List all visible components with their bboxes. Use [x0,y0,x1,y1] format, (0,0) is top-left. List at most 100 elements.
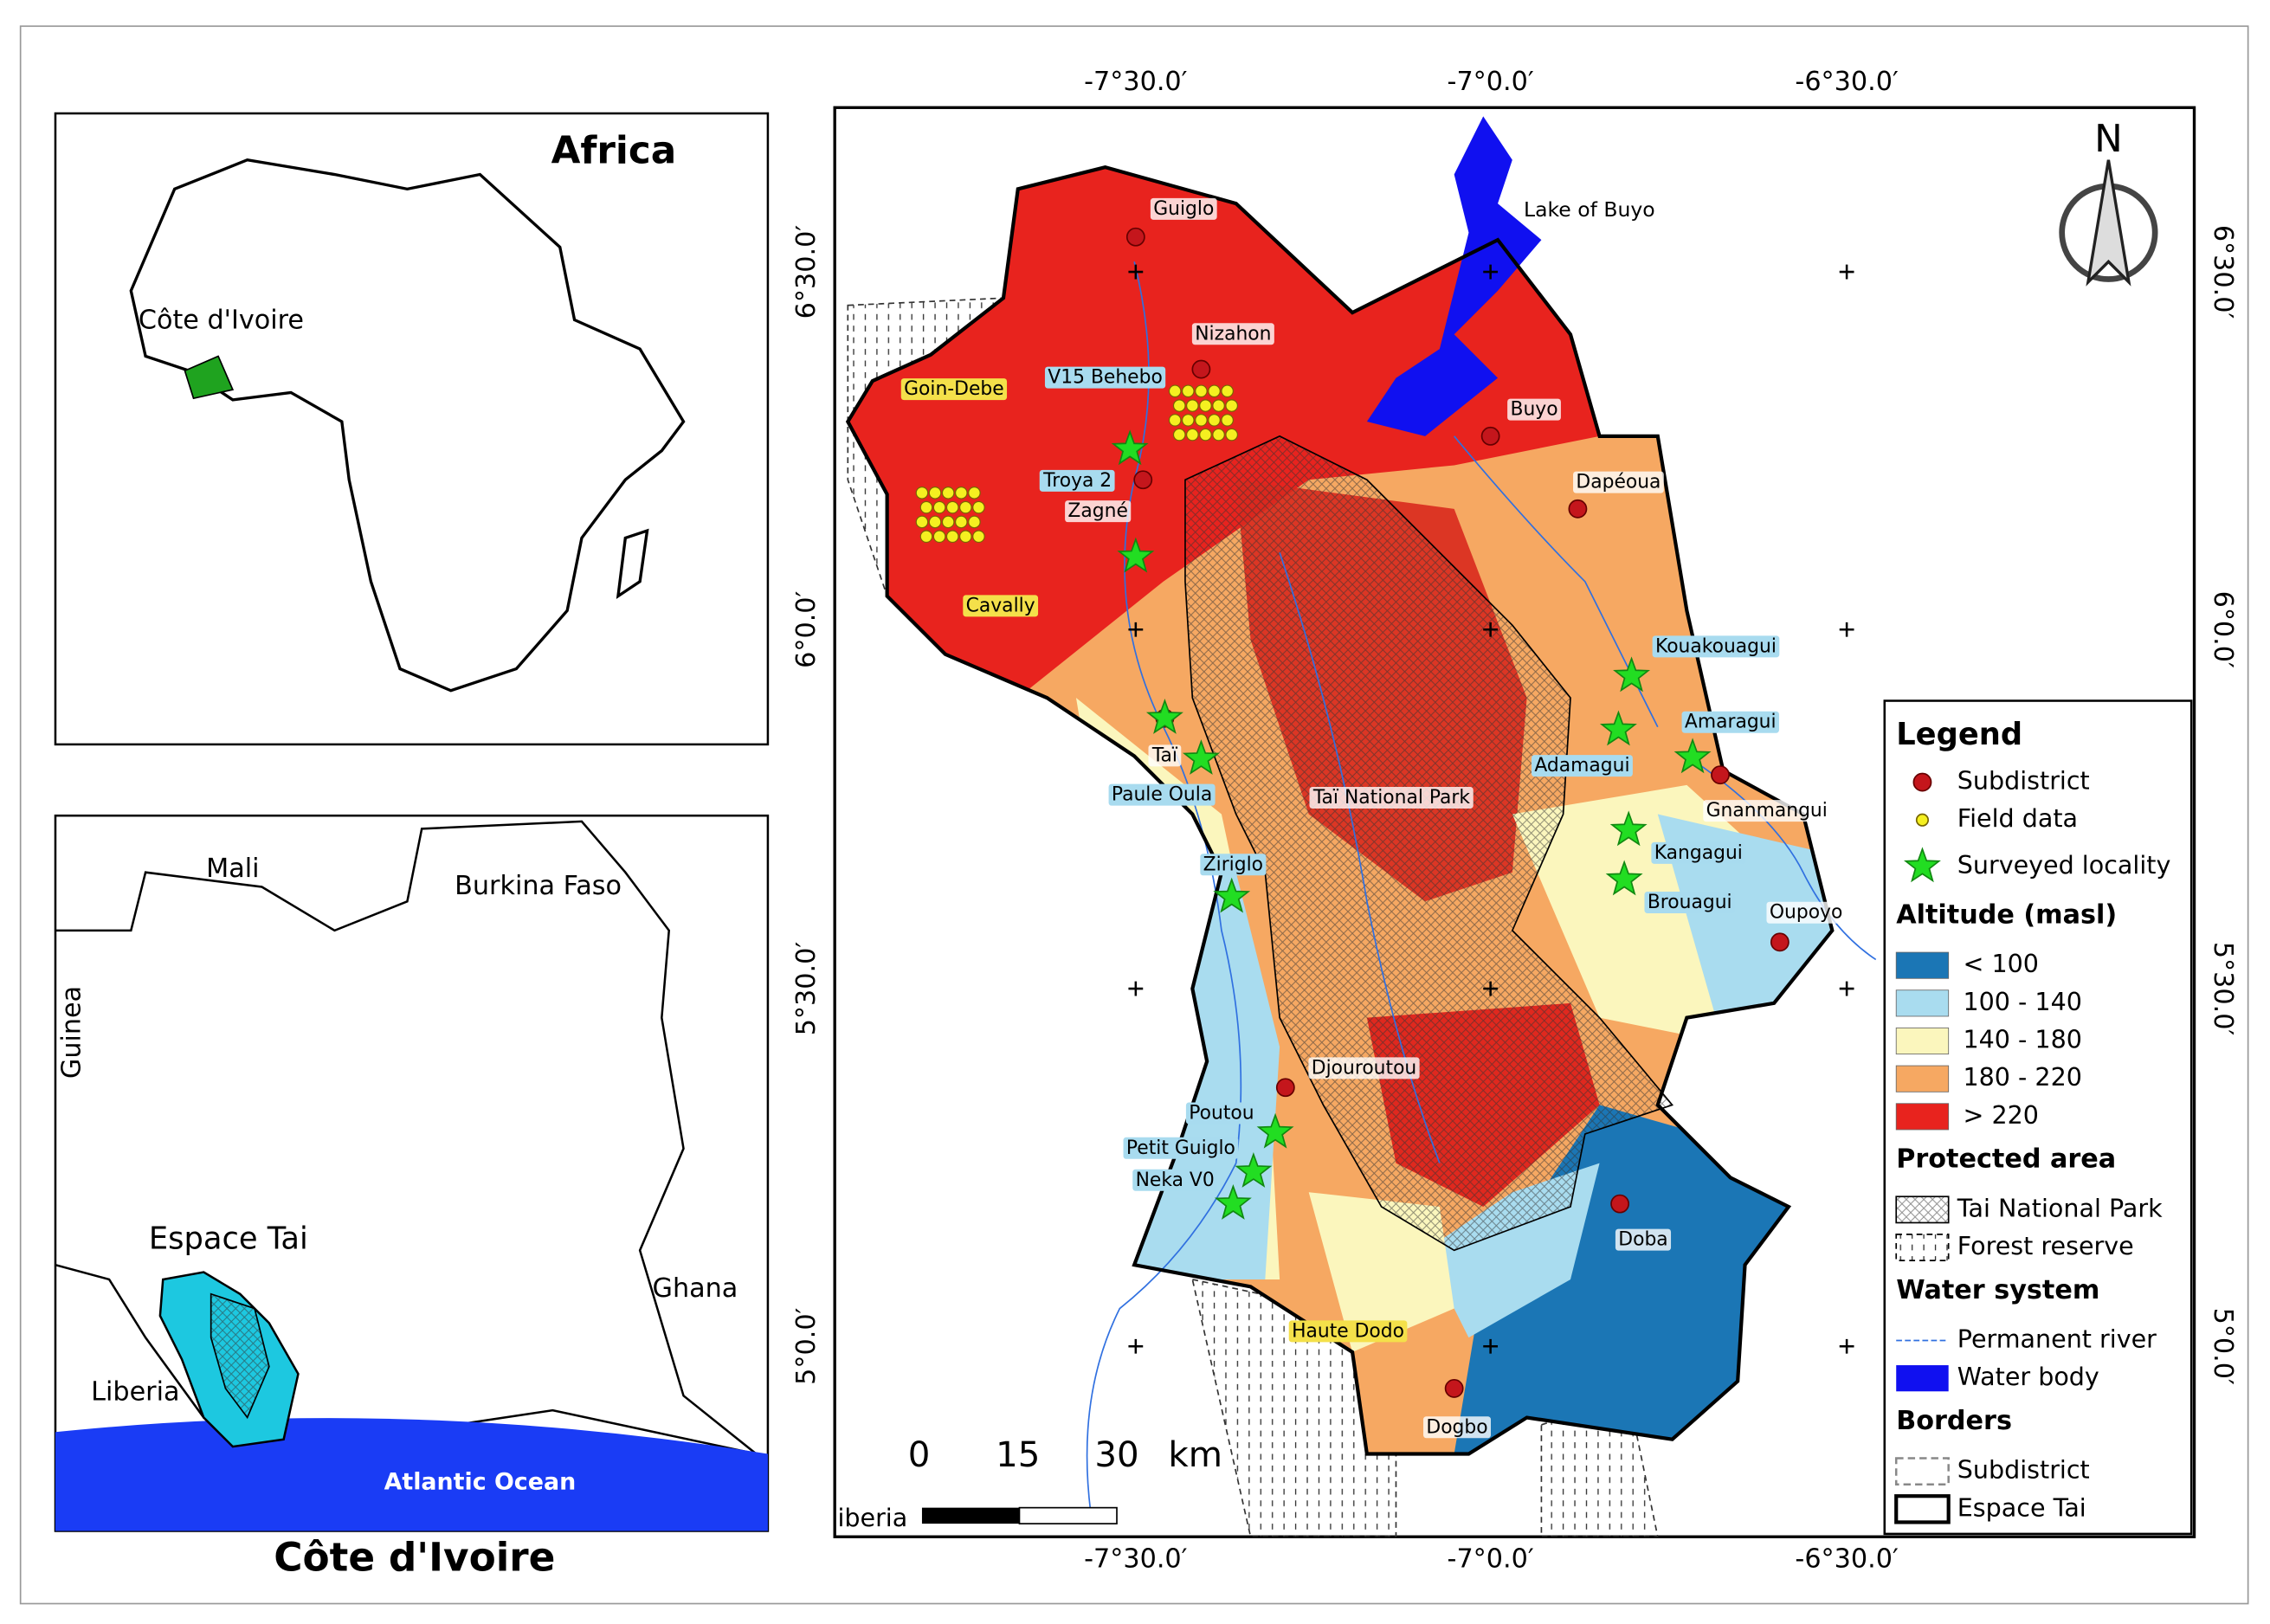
label-bg [1652,635,1780,658]
label-bg [1148,744,1182,767]
legend-title: Legend [1896,717,2022,752]
field-data [915,487,929,499]
label-bg [1766,901,1846,924]
label: Guinea [57,986,87,1079]
label: Brouagui [1648,892,1732,913]
field-data [1199,399,1212,412]
field-data [972,500,985,514]
field-data [954,487,968,499]
field-data [1181,414,1195,427]
label: Poutou [1189,1102,1254,1124]
field-data [932,500,946,514]
field-data [1225,399,1238,412]
legend-item: Espace Tai [1957,1492,2086,1522]
label: Dapéoua [1576,472,1661,493]
label: Amaragui [1685,712,1777,733]
subdistrict-dot [1610,1194,1630,1214]
field-data [968,515,981,529]
label: Nizahon [1195,323,1271,345]
field-data [919,500,933,514]
label: Kouakouagui [1655,635,1777,657]
surveyed-star [1256,1112,1294,1149]
label: Doba [1618,1229,1667,1251]
label: Goin-Debe [904,378,1004,400]
coordinate-label: 5°0.0′ [791,1307,822,1384]
label: Dogbo [1426,1416,1487,1438]
label: Haute Dodo [1292,1320,1404,1342]
label-bg [1651,841,1746,864]
legend-item: 140 - 180 [1963,1025,2081,1054]
graticule-cross [1128,622,1144,637]
legend-item: Surveyed locality [1957,850,2171,880]
graticule-cross [1483,1338,1499,1354]
label-bg [1644,891,1735,913]
field-data [1195,414,1208,427]
coordinate-label: -7°0.0′ [1448,1544,1534,1575]
field-data [954,515,968,529]
legend-symbol [1912,772,1932,792]
park-inset [210,1292,270,1420]
surveyed-star [1111,429,1149,466]
legend-swatch [1895,1195,1950,1224]
label: Cavally [966,595,1035,616]
label: Petit Guiglo [1126,1137,1235,1159]
north-label: N [2094,117,2123,161]
field-data [1221,384,1234,398]
field-data [1172,428,1186,441]
graticule-cross [1839,981,1854,996]
surveyed-star [1117,537,1155,573]
graticule [1128,264,1854,1354]
field-data [1208,384,1221,398]
field-data [919,530,933,544]
field-data [945,500,959,514]
label-bg [1423,1416,1491,1439]
field-data [1221,414,1234,427]
subdistrict-dot [1191,359,1211,379]
subdistrict-dot [1770,932,1790,952]
label-bg [1108,783,1216,806]
legend-swatch [1894,1494,1951,1524]
legend-swatch [1896,1365,1949,1392]
legend-item: Forest reserve [1957,1231,2134,1260]
legend-heading: Altitude (masl) [1896,900,2117,931]
field-data [972,530,985,544]
legend-item: Field data [1957,803,2078,833]
label: Troya 2 [1042,470,1112,492]
coordinate-label: -7°0.0′ [1448,67,1534,97]
legend-item: Subdistrict [1957,766,2090,796]
field-data [959,500,972,514]
label-bg [963,595,1039,617]
label: Adamagui [1534,755,1629,777]
coordinate-label: 6°30.0′ [791,225,822,319]
legend-swatch [1895,1065,1950,1092]
scale-tick: 15 [996,1434,1040,1475]
surveyed-star [1609,810,1648,847]
coordinate-label: -7°30.0′ [1084,67,1188,97]
surveyed-star [1213,877,1251,913]
legend-item: Tai National Park [1957,1193,2163,1222]
legend-item: Subdistrict [1957,1455,2090,1485]
graticule-cross [1483,981,1499,996]
surveyed-star [1673,738,1712,774]
figure-border [19,25,2249,1605]
cote-divoire-highlight [184,355,235,400]
label: Ghana [653,1273,738,1304]
legend-heading: Water system [1896,1275,2099,1305]
madagascar [616,528,649,600]
field-data [1168,414,1182,427]
graticule-cross [1128,1338,1144,1354]
field-data [959,530,972,544]
label: Zagné [1067,500,1127,522]
inset-title: Côte d'Ivoire [274,1535,555,1581]
label-bg [1185,1102,1257,1125]
label-bg [1065,500,1132,523]
field-data [1186,399,1199,412]
label: Paule Oula [1112,784,1212,806]
label: Ziriglo [1203,854,1263,875]
label-bg [1132,1169,1218,1191]
label: Kangagui [1654,842,1743,864]
label: V15 Behebo [1048,367,1163,389]
coordinate-label: 5°30.0′ [791,942,822,1036]
label-bg [1308,1057,1420,1079]
